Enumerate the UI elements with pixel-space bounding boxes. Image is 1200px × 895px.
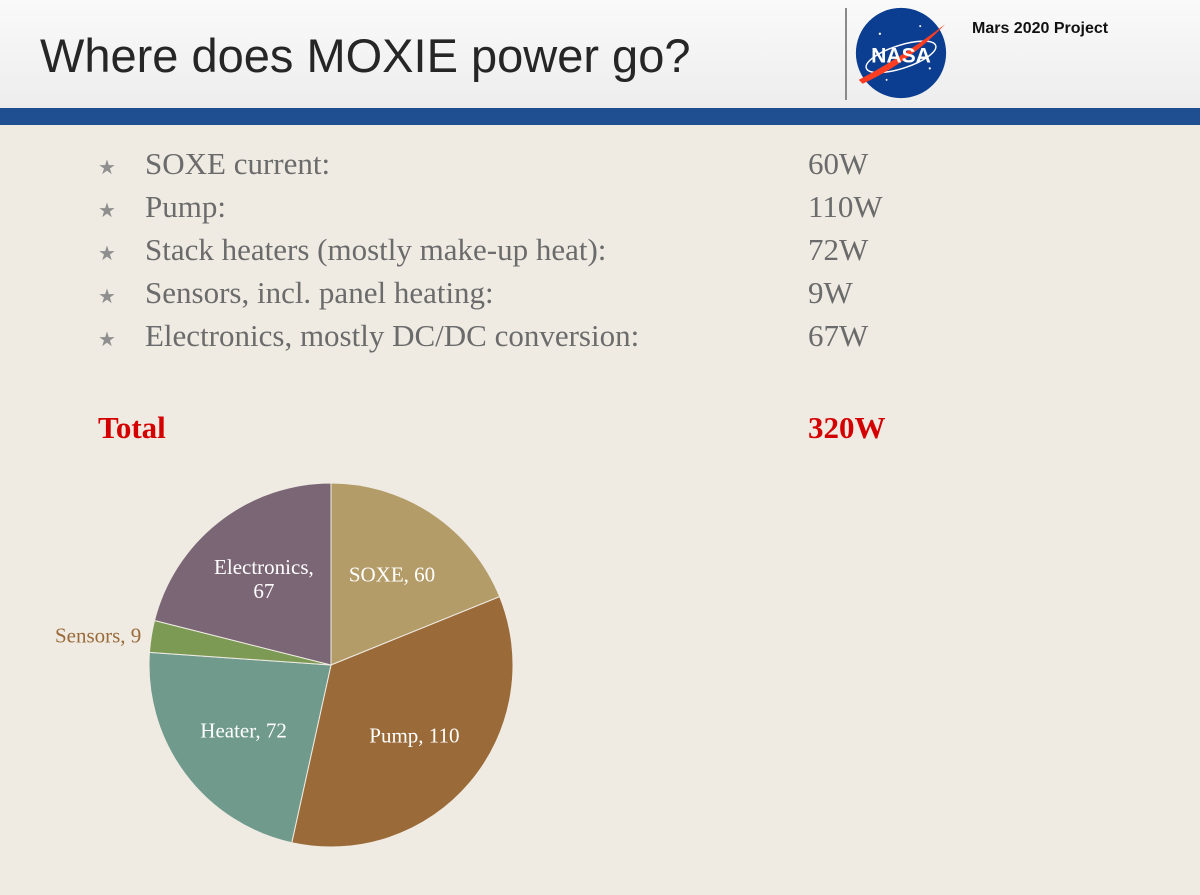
slide-title: Where does MOXIE power go? xyxy=(40,29,691,82)
item-label: Sensors, incl. panel heating: xyxy=(145,275,494,310)
pie-slice-soxe xyxy=(330,482,501,666)
list-item: ★ SOXE current: 60W xyxy=(98,146,918,189)
item-value: 60W xyxy=(808,146,869,181)
item-value: 9W xyxy=(808,275,853,310)
list-item: ★ Stack heaters (mostly make-up heat): 7… xyxy=(98,232,918,275)
star-bullet-icon: ★ xyxy=(98,329,116,351)
star-bullet-icon: ★ xyxy=(98,243,116,265)
list-item: ★ Sensors, incl. panel heating: 9W xyxy=(98,275,918,318)
item-label: Electronics, mostly DC/DC conversion: xyxy=(145,318,640,353)
item-value: 67W xyxy=(808,318,869,353)
project-label: Mars 2020 Project xyxy=(972,20,1109,37)
pie-slice-pump xyxy=(291,595,514,848)
item-value: 110W xyxy=(808,189,883,224)
star-bullet-icon: ★ xyxy=(98,157,116,179)
nasa-logo-icon: NASA xyxy=(855,7,947,99)
pie-slice-electronics xyxy=(153,482,332,666)
item-label: SOXE current: xyxy=(145,146,331,181)
total-label: Total xyxy=(98,410,166,445)
pie-slice-heater xyxy=(148,651,332,844)
list-item: ★ Pump: 110W xyxy=(98,189,918,232)
list-item: ★ Electronics, mostly DC/DC conversion: … xyxy=(98,318,918,361)
pie-label-heater: Heater, 72 xyxy=(200,718,287,742)
pie-label-pump: Pump, 110 xyxy=(369,724,459,748)
power-breakdown-list: ★ SOXE current: 60W ★ Pump: 110W ★ Stack… xyxy=(98,146,918,361)
pie-label-sensors: Sensors, 9 xyxy=(55,623,141,647)
slide-header: Where does MOXIE power go? NASA Mars 202… xyxy=(0,0,1200,108)
pie-label-soxe: SOXE, 60 xyxy=(349,562,435,586)
star-bullet-icon: ★ xyxy=(98,286,116,308)
logo-text: NASA xyxy=(871,45,931,68)
header-divider xyxy=(845,8,847,100)
item-label: Stack heaters (mostly make-up heat): xyxy=(145,232,607,267)
header-band xyxy=(0,108,1200,125)
power-pie-chart: SOXE, 60 Pump, 110 Heater, 72 Sensors, 9 Ele… xyxy=(55,482,514,848)
star-bullet-icon: ★ xyxy=(98,200,116,222)
total-value: 320W xyxy=(808,410,886,445)
item-label: Pump: xyxy=(145,189,226,224)
pie-label-electronics: Electronics, 67 xyxy=(214,555,314,603)
item-value: 72W xyxy=(808,232,869,267)
